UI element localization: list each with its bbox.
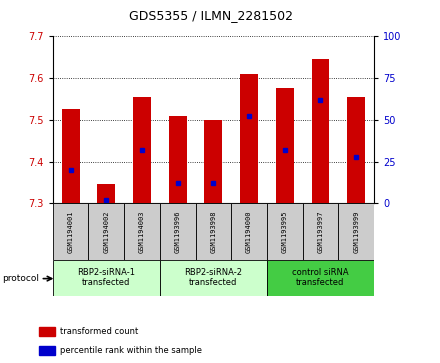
Bar	[160, 203, 195, 260]
Bar	[267, 260, 374, 296]
Text: RBP2-siRNA-1
transfected: RBP2-siRNA-1 transfected	[77, 268, 136, 287]
Bar	[160, 260, 267, 296]
Text: GSM1193999: GSM1193999	[353, 210, 359, 253]
Bar	[169, 116, 187, 203]
Text: GSM1193997: GSM1193997	[318, 210, 323, 253]
Bar	[124, 203, 160, 260]
Bar	[276, 89, 294, 203]
Bar	[303, 203, 338, 260]
Text: RBP2-siRNA-2
transfected: RBP2-siRNA-2 transfected	[184, 268, 242, 287]
Text: GSM1193995: GSM1193995	[282, 210, 288, 253]
Bar	[240, 74, 258, 203]
Bar	[195, 203, 231, 260]
Bar	[88, 203, 124, 260]
Bar	[267, 203, 303, 260]
Bar	[39, 346, 55, 355]
Bar	[97, 184, 115, 203]
Bar	[338, 203, 374, 260]
Text: GDS5355 / ILMN_2281502: GDS5355 / ILMN_2281502	[129, 9, 293, 22]
Text: GSM1194003: GSM1194003	[139, 210, 145, 253]
Bar	[53, 203, 88, 260]
Text: control siRNA
transfected: control siRNA transfected	[292, 268, 349, 287]
Bar	[62, 109, 80, 203]
Bar	[231, 203, 267, 260]
Bar	[53, 260, 160, 296]
Text: GSM1194001: GSM1194001	[68, 210, 73, 253]
Bar	[39, 327, 55, 337]
Text: GSM1194000: GSM1194000	[246, 210, 252, 253]
Text: GSM1194002: GSM1194002	[103, 210, 109, 253]
Bar	[312, 59, 330, 203]
Bar	[133, 97, 151, 203]
Text: protocol: protocol	[2, 274, 39, 283]
Bar	[347, 97, 365, 203]
Bar	[205, 120, 222, 203]
Text: transformed count: transformed count	[60, 327, 139, 336]
Text: GSM1193996: GSM1193996	[175, 210, 181, 253]
Text: GSM1193998: GSM1193998	[210, 210, 216, 253]
Text: percentile rank within the sample: percentile rank within the sample	[60, 346, 202, 355]
